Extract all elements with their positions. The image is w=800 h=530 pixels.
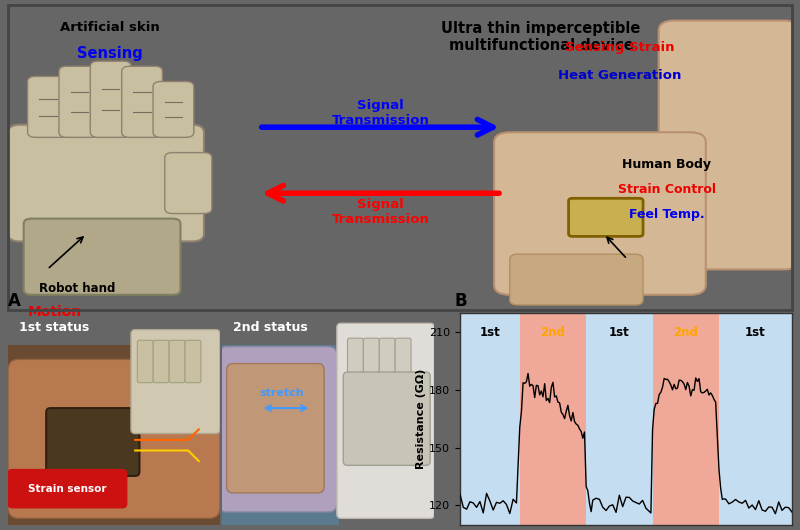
Text: B: B: [454, 292, 467, 310]
Text: Signal
Transmission: Signal Transmission: [331, 198, 430, 226]
FancyBboxPatch shape: [8, 125, 204, 242]
FancyBboxPatch shape: [24, 218, 181, 295]
FancyBboxPatch shape: [165, 153, 212, 214]
FancyBboxPatch shape: [347, 338, 363, 389]
FancyBboxPatch shape: [363, 338, 379, 389]
Text: Sensing: Sensing: [77, 46, 142, 61]
Text: 1st: 1st: [745, 326, 766, 339]
Text: 1st: 1st: [609, 326, 630, 339]
Text: Motion: Motion: [28, 305, 82, 319]
Y-axis label: Resistance (GΩ): Resistance (GΩ): [416, 368, 426, 469]
FancyBboxPatch shape: [185, 340, 201, 383]
FancyBboxPatch shape: [169, 340, 185, 383]
Text: Human Body: Human Body: [622, 158, 711, 171]
FancyBboxPatch shape: [131, 330, 220, 434]
Text: Robot hand: Robot hand: [39, 282, 116, 295]
Text: Ultra thin imperceptible
multifunctional device: Ultra thin imperceptible multifunctional…: [442, 21, 641, 53]
Text: A: A: [8, 292, 21, 310]
Bar: [460, 313, 520, 525]
Bar: [520, 313, 586, 525]
FancyBboxPatch shape: [8, 344, 220, 525]
FancyBboxPatch shape: [46, 408, 139, 476]
Bar: [719, 313, 792, 525]
Text: 2nd: 2nd: [674, 326, 698, 339]
FancyBboxPatch shape: [379, 338, 395, 389]
Text: stretch: stretch: [259, 388, 304, 398]
Text: Signal
Transmission: Signal Transmission: [331, 99, 430, 127]
FancyBboxPatch shape: [395, 338, 411, 389]
FancyBboxPatch shape: [569, 198, 643, 236]
FancyBboxPatch shape: [222, 344, 339, 525]
FancyBboxPatch shape: [154, 340, 169, 383]
FancyBboxPatch shape: [59, 66, 100, 137]
FancyBboxPatch shape: [226, 364, 324, 493]
FancyBboxPatch shape: [27, 76, 68, 137]
Text: 1st: 1st: [479, 326, 500, 339]
FancyBboxPatch shape: [8, 359, 220, 518]
Text: Artificial skin: Artificial skin: [60, 21, 160, 33]
FancyBboxPatch shape: [122, 66, 162, 137]
FancyBboxPatch shape: [494, 132, 706, 295]
Text: 2nd status: 2nd status: [233, 321, 308, 334]
Text: Strain sensor: Strain sensor: [28, 484, 106, 493]
FancyBboxPatch shape: [218, 347, 337, 512]
Text: Feel Temp.: Feel Temp.: [629, 208, 704, 222]
Text: 1st status: 1st status: [18, 321, 89, 334]
FancyBboxPatch shape: [343, 372, 430, 465]
FancyBboxPatch shape: [658, 21, 800, 269]
FancyBboxPatch shape: [90, 61, 131, 137]
Bar: [653, 313, 719, 525]
Bar: [586, 313, 653, 525]
FancyBboxPatch shape: [337, 323, 434, 518]
Text: Heat Generation: Heat Generation: [558, 69, 682, 82]
FancyBboxPatch shape: [510, 254, 643, 305]
Text: Strain Control: Strain Control: [618, 183, 715, 196]
Text: 2nd: 2nd: [541, 326, 566, 339]
Text: Sensing Strain: Sensing Strain: [565, 41, 674, 54]
FancyBboxPatch shape: [153, 82, 194, 137]
FancyBboxPatch shape: [8, 470, 126, 508]
FancyBboxPatch shape: [138, 340, 154, 383]
